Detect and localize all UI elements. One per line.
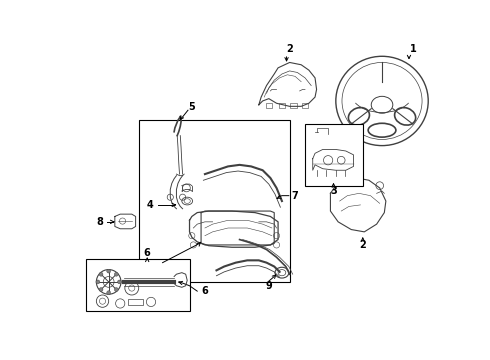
Text: 9: 9 bbox=[266, 281, 272, 291]
Circle shape bbox=[107, 291, 111, 294]
Bar bbox=[266, 103, 272, 108]
Bar bbox=[291, 103, 296, 108]
Bar bbox=[279, 103, 285, 108]
Text: 3: 3 bbox=[330, 186, 337, 196]
Bar bbox=[140, 120, 290, 282]
Text: 5: 5 bbox=[189, 102, 195, 112]
Bar bbox=[302, 103, 308, 108]
Bar bbox=[128, 299, 143, 305]
Text: 7: 7 bbox=[292, 191, 298, 201]
Text: 2: 2 bbox=[286, 44, 293, 54]
Text: 8: 8 bbox=[96, 217, 103, 227]
Circle shape bbox=[96, 280, 100, 284]
Circle shape bbox=[114, 273, 118, 276]
Text: 6: 6 bbox=[201, 286, 208, 296]
Circle shape bbox=[114, 288, 118, 292]
Text: 6: 6 bbox=[144, 248, 150, 258]
Text: 4: 4 bbox=[147, 200, 154, 210]
Bar bbox=[305, 124, 363, 186]
Bar bbox=[86, 259, 190, 311]
Text: 2: 2 bbox=[359, 240, 366, 250]
Circle shape bbox=[99, 288, 103, 292]
Circle shape bbox=[99, 273, 103, 276]
Text: 1: 1 bbox=[410, 44, 416, 54]
Circle shape bbox=[107, 269, 111, 273]
Circle shape bbox=[118, 280, 122, 284]
